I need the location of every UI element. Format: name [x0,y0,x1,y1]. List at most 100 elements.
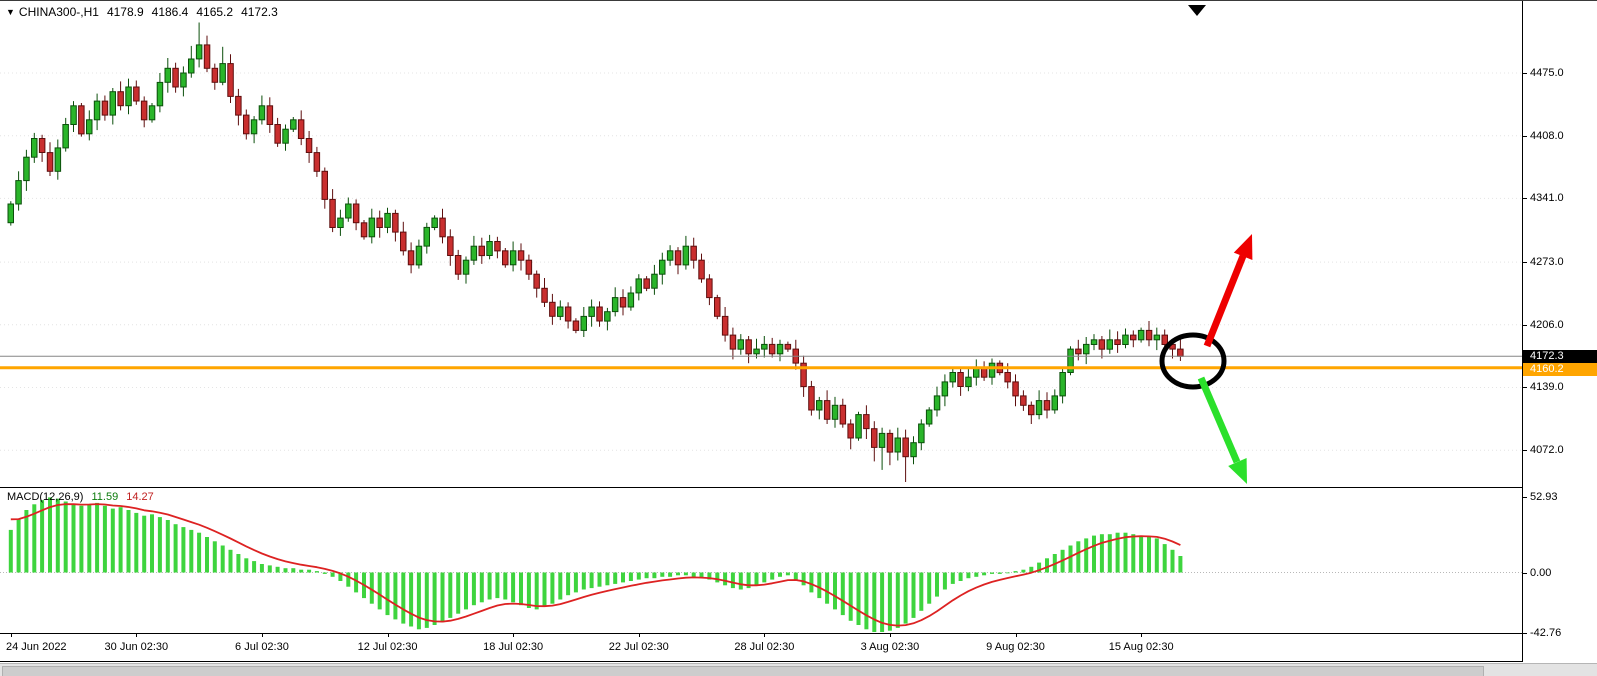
macd-bar [785,572,790,576]
time-axis-label: 24 Jun 2022 [6,641,67,653]
panel-divider[interactable] [0,487,1522,488]
macd-bar [825,572,830,604]
macd-bar [205,537,209,573]
candle [729,334,737,350]
macd-bar [919,572,924,611]
time-axis-tickmark [1015,633,1017,637]
macd-panel-canvas[interactable] [0,488,1522,633]
macd-bar [848,572,853,621]
candle [109,91,116,116]
macd-bar [990,572,994,574]
candle [250,119,258,135]
candle [1028,404,1035,416]
bullish-arrow-head[interactable] [1233,234,1253,260]
candle [235,95,242,116]
macd-bar [864,572,869,630]
macd-bar [856,572,861,625]
candle [439,217,446,238]
macd-axis-label: 52.93 [1530,491,1558,504]
time-axis-tickmark [889,633,891,637]
candle [219,63,226,83]
macd-bar [581,572,586,590]
candle [1067,348,1074,374]
macd-bar [503,572,508,600]
candle [643,278,650,289]
time-axis-label: 28 Jul 02:30 [734,641,795,653]
candle [745,339,752,355]
macd-bar [314,571,319,573]
candle [172,67,179,88]
macd-bar [958,572,963,581]
candle [666,250,674,261]
macd-bar [589,572,594,589]
macd-bar [715,572,720,583]
macd-bar [676,572,680,576]
candle [517,250,525,261]
macd-bar [801,572,806,586]
price-axis-label: 4206.0 [1530,318,1564,331]
macd-bar [730,572,735,589]
price-axis-label: 4341.0 [1530,192,1564,205]
macd-bar [424,572,429,628]
candle [78,105,85,135]
candle [1137,329,1145,341]
candle [1114,339,1121,345]
candle [290,119,297,130]
candle [509,250,517,266]
macd-bar [880,572,885,632]
price-chart-canvas[interactable] [0,1,1522,487]
candle [855,414,862,439]
highlight-ellipse-annotation[interactable] [1159,332,1227,390]
time-axis-label: 6 Jul 02:30 [235,641,289,653]
candle [1122,334,1129,346]
candle [203,44,211,69]
macd-bar [935,572,939,597]
symbol-dropdown-icon[interactable]: ▼ [6,7,15,17]
candle [1083,343,1090,355]
candle [1145,329,1153,341]
macd-value: 11.59 [91,491,119,503]
candle [23,156,30,182]
candle [454,255,462,275]
macd-bar [1045,558,1049,573]
candle [274,124,281,144]
bearish-arrow-annotation[interactable] [1197,376,1241,464]
candle [101,100,109,116]
macd-bar [1154,538,1159,573]
macd-bar [1178,556,1183,573]
time-axis-tickmark [387,633,389,637]
candle [871,428,878,448]
candle [62,124,69,149]
candle [117,91,124,107]
macd-bar [762,572,767,583]
macd-bar [63,501,68,573]
candle [211,67,219,83]
bearish-arrow-head[interactable] [1228,458,1247,484]
macd-bar [55,498,60,573]
candle [423,226,430,247]
candle [297,119,305,140]
macd-bar [950,572,955,584]
candle [1043,400,1051,411]
scrollbar-thumb[interactable] [2,666,1484,676]
candle [305,138,313,153]
macd-bar [660,572,665,577]
macd-bar [817,572,822,599]
bullish-arrow-annotation[interactable] [1203,254,1247,348]
candle [886,432,894,453]
time-axis[interactable]: 24 Jun 2022 30 Jun 02:30 6 Jul 02:30 12 Jul… [0,633,1522,662]
macd-bar [479,572,484,603]
candle [847,423,854,439]
candle [721,315,729,336]
candle [706,278,713,299]
price-axis[interactable]: 4172.3 4160.2 4475.0 4408.0 4341.0 4273.0 42… [1522,1,1597,662]
candle [965,376,972,388]
macd-bar [778,572,782,577]
candle [863,414,870,430]
time-axis-label: 12 Jul 02:30 [357,641,418,653]
candle [596,306,603,322]
symbol-label: CHINA300-,H1 [18,5,99,19]
horizontal-scrollbar[interactable] [0,663,1597,676]
scroll-anchor-icon[interactable] [1188,5,1206,16]
macd-bar [872,572,877,632]
